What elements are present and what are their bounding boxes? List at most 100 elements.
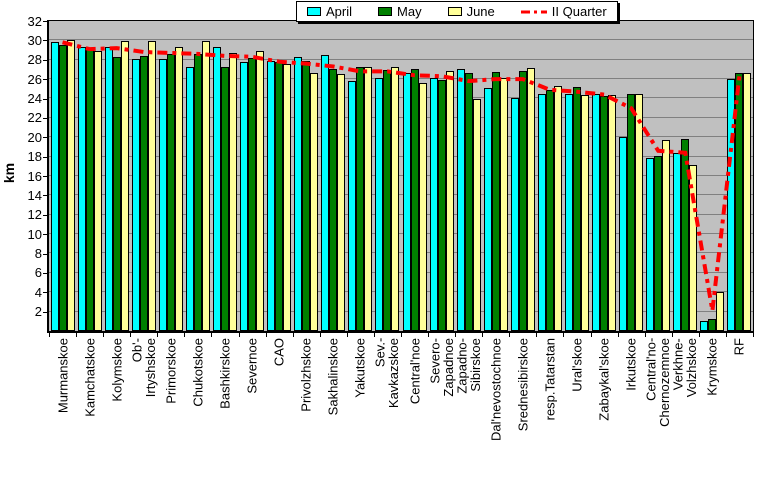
y-tick-label: 14: [27, 188, 42, 203]
legend-swatch: [378, 7, 393, 16]
legend: April May June II Quarter: [296, 1, 618, 22]
bar-april: [592, 94, 600, 331]
bar-june: [391, 67, 399, 331]
bar-april: [457, 69, 465, 331]
bar-june: [94, 51, 102, 331]
gridline: [49, 194, 753, 195]
gridline: [49, 214, 753, 215]
bar-may: [546, 90, 554, 331]
x-tick-mark: [49, 333, 50, 337]
x-axis-label: Severnoe: [244, 338, 260, 394]
x-axis-label: Ob'- Irtyshskoe: [129, 338, 159, 398]
bar-april: [294, 57, 302, 331]
bar-june: [635, 94, 643, 331]
x-tick-mark: [699, 333, 700, 337]
x-tick-mark: [536, 333, 537, 337]
plot-area: [47, 20, 754, 333]
x-axis-label: Severo- Zapadnoe: [427, 338, 457, 397]
x-tick-mark: [320, 333, 321, 337]
bar-april: [51, 42, 59, 331]
legend-label: May: [397, 4, 422, 19]
gridline: [49, 59, 753, 60]
bar-april: [700, 321, 708, 331]
y-tick-mark: [43, 312, 47, 313]
y-tick-mark: [43, 292, 47, 293]
y-tick-label: 26: [27, 72, 42, 87]
y-tick-label: 32: [27, 14, 42, 29]
bar-may: [654, 156, 662, 331]
bar-june: [67, 40, 75, 331]
bar-may: [600, 96, 608, 331]
legend-item-june: June: [447, 4, 495, 19]
x-axis-label: Kamchatskoe: [82, 338, 98, 417]
bar-may: [708, 319, 716, 331]
gridline: [49, 39, 753, 40]
y-tick-mark: [43, 60, 47, 61]
bar-may: [329, 69, 337, 331]
bar-april: [484, 88, 492, 331]
gridline: [49, 97, 753, 98]
legend-item-may: May: [378, 4, 422, 19]
x-tick-mark: [184, 333, 185, 337]
y-tick-mark: [43, 215, 47, 216]
bar-june: [175, 47, 183, 331]
gridline: [49, 252, 753, 253]
bar-april: [430, 78, 438, 331]
legend-swatch: [307, 7, 321, 16]
x-axis-label: Dal'nevostochnoe: [488, 338, 504, 441]
bar-may: [573, 87, 581, 331]
y-tick-label: 30: [27, 33, 42, 48]
gridline: [49, 136, 753, 137]
y-tick-label: 2: [34, 304, 42, 319]
bar-june: [337, 74, 345, 331]
gridline: [49, 311, 753, 312]
bar-may: [492, 72, 500, 331]
bar-june: [121, 41, 129, 331]
bar-april: [727, 79, 735, 331]
bar-may: [438, 80, 446, 331]
x-axis-label: Central'noe: [407, 338, 423, 405]
y-tick-label: 10: [27, 227, 42, 242]
legend-label: April: [326, 4, 353, 19]
x-tick-mark: [509, 333, 510, 337]
y-tick-label: 4: [34, 285, 42, 300]
x-axis-label: Murmanskoe: [55, 338, 71, 414]
x-tick-mark: [239, 333, 240, 337]
bar-june: [202, 41, 210, 331]
x-tick-mark: [266, 333, 267, 337]
bar-june: [229, 53, 237, 331]
x-tick-mark: [563, 333, 564, 337]
y-tick-label: 8: [34, 246, 42, 261]
x-axis-label: Zapadno- Sibirskoe: [454, 338, 484, 394]
x-tick-mark: [672, 333, 673, 337]
bar-june: [419, 83, 427, 331]
legend-swatch: [447, 7, 462, 16]
bar-june: [581, 95, 589, 331]
x-tick-mark: [157, 333, 158, 337]
x-axis-label: Bashkirskoe: [217, 338, 233, 409]
y-tick-mark: [43, 254, 47, 255]
y-tick-mark: [43, 176, 47, 177]
bar-april: [375, 78, 383, 331]
y-tick-label: 18: [27, 149, 42, 164]
bar-june: [689, 165, 697, 331]
bar-april: [348, 81, 356, 331]
bar-may: [411, 69, 419, 331]
x-tick-mark: [753, 333, 754, 337]
bar-june: [554, 86, 562, 331]
gridline: [49, 175, 753, 176]
x-tick-mark: [455, 333, 456, 337]
bar-may: [221, 67, 229, 331]
x-tick-mark: [428, 333, 429, 337]
bar-april: [619, 137, 627, 331]
bar-april: [78, 47, 86, 331]
x-axis-label: Zabaykal'skoe: [596, 338, 612, 421]
x-axis-label: Primorskoe: [163, 338, 179, 404]
y-tick-mark: [43, 273, 47, 274]
gridline: [49, 233, 753, 234]
gridline: [49, 291, 753, 292]
bar-june: [662, 140, 670, 331]
bar-june: [473, 99, 481, 331]
legend-item-april: April: [307, 4, 352, 19]
y-tick-label: 16: [27, 169, 42, 184]
